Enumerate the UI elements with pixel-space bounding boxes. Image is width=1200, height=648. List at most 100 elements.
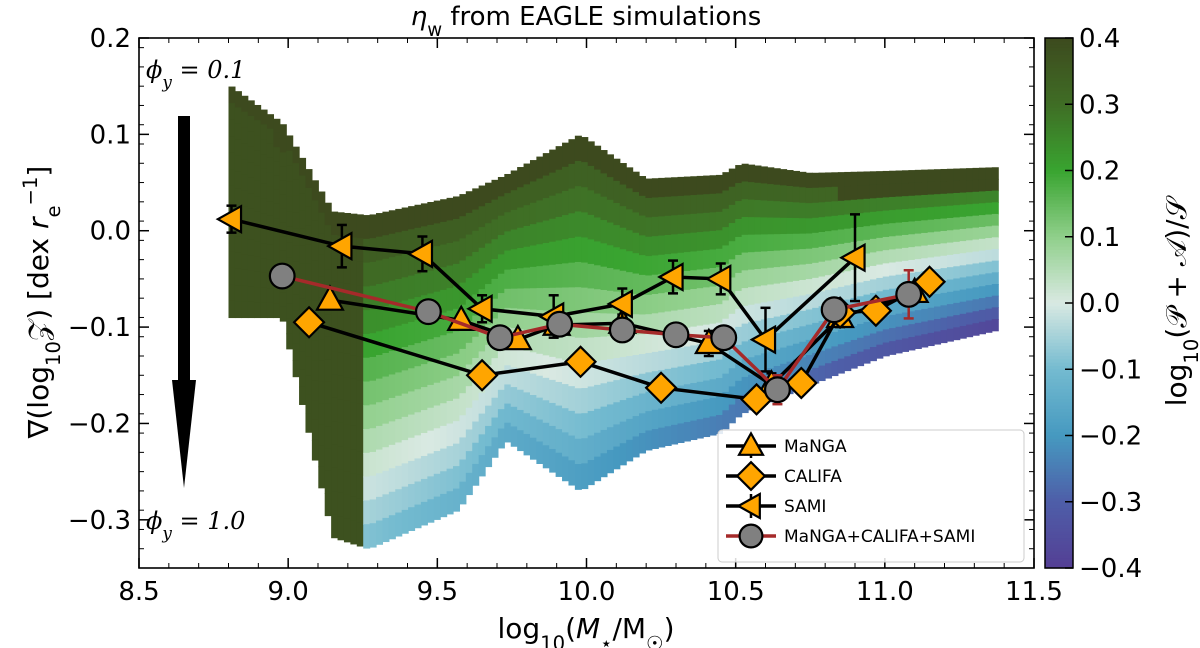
band-cell: [234, 268, 242, 286]
band-cell: [228, 185, 236, 203]
legend-item: SAMI: [726, 492, 826, 520]
band-cell: [901, 209, 910, 223]
band-cell: [279, 166, 287, 182]
band-cell: [863, 198, 871, 214]
band-cell: [536, 441, 544, 464]
band-cell: [722, 208, 730, 228]
band-cell: [433, 428, 441, 452]
band-cell: [780, 217, 788, 235]
band-cell: [619, 227, 627, 250]
band-cell: [985, 273, 993, 286]
band-cell: [914, 322, 922, 337]
band-cell: [517, 268, 525, 290]
data-point: [859, 294, 893, 328]
band-cell: [260, 198, 268, 215]
band-cell: [260, 168, 268, 185]
band-cell: [279, 180, 287, 196]
band-cell: [299, 193, 307, 212]
band-cell: [369, 309, 377, 334]
band-cell: [683, 346, 691, 366]
band-cell: [812, 202, 820, 219]
colorbar-cell: [1045, 147, 1073, 152]
series-line: [231, 217, 857, 343]
band-cell: [446, 220, 454, 244]
band-cell: [741, 270, 749, 289]
band-cell: [921, 169, 929, 183]
band-cell: [722, 282, 730, 301]
band-cell: [504, 231, 512, 252]
band-cell: [959, 313, 967, 327]
band-cell: [324, 202, 332, 226]
band-cell: [645, 333, 653, 354]
band-cell: [465, 234, 473, 257]
band-cell: [273, 118, 281, 134]
band-cell: [395, 208, 403, 233]
band-cell: [966, 240, 974, 253]
band-cell: [536, 200, 544, 223]
band-cell: [664, 234, 672, 255]
band-cell: [857, 310, 865, 325]
band-cell: [247, 224, 255, 241]
band-cell: [825, 187, 833, 203]
band-cell: [606, 427, 614, 451]
colorbar-cell: [1045, 256, 1073, 261]
band-cell: [959, 277, 967, 291]
band-cell: [857, 199, 865, 214]
band-cell: [542, 422, 550, 446]
band-cell: [266, 215, 274, 231]
band-cell: [754, 338, 762, 356]
band-cell: [837, 272, 845, 288]
band-cell: [446, 288, 454, 312]
colorbar-cell: [1045, 531, 1073, 536]
band-cell: [292, 228, 300, 246]
band-cell: [382, 282, 390, 307]
colorbar-cell: [1045, 246, 1073, 251]
band-cell: [754, 372, 762, 391]
band-cell: [279, 124, 287, 139]
band-cell: [299, 369, 307, 388]
band-cell: [818, 276, 826, 292]
band-cell: [882, 250, 890, 264]
band-cell: [401, 323, 409, 348]
band-cell: [401, 509, 409, 534]
band-cell: [440, 199, 448, 223]
colorbar-cell: [1045, 309, 1073, 314]
colorbar-cell: [1045, 339, 1073, 344]
band-cell: [683, 422, 691, 442]
band-cell: [581, 413, 589, 439]
band-cell: [452, 353, 461, 377]
band-cell: [459, 415, 467, 439]
band-cell: [889, 301, 897, 316]
band-cell: [735, 183, 743, 202]
band-cell: [408, 206, 416, 230]
band-cell: [901, 338, 910, 352]
band-cell: [433, 223, 441, 247]
band-cell: [972, 251, 980, 265]
band-cell: [529, 437, 537, 460]
band-cell: [459, 260, 467, 284]
band-cell: [485, 405, 493, 427]
band-cell: [728, 168, 736, 188]
band-cell: [812, 277, 820, 294]
band-cell: [889, 170, 897, 185]
band-cell: [895, 222, 903, 237]
band-cell: [677, 423, 685, 444]
band-cell: [760, 166, 768, 185]
band-cell: [940, 218, 948, 232]
band-cell: [305, 281, 313, 302]
band-cell: [805, 294, 813, 311]
band-cell: [542, 377, 550, 401]
band-cell: [529, 352, 537, 375]
colorbar-cell: [1045, 38, 1073, 42]
band-cell: [959, 192, 967, 206]
band-cell: [440, 335, 448, 359]
colorbar-cell: [1045, 452, 1073, 456]
band-cell: [395, 325, 403, 350]
band-cell: [510, 288, 518, 309]
band-cell: [440, 289, 448, 314]
colorbar-cell: [1045, 382, 1073, 387]
band-cell: [818, 202, 826, 218]
band-cell: [709, 416, 717, 436]
band-cell: [715, 378, 723, 398]
